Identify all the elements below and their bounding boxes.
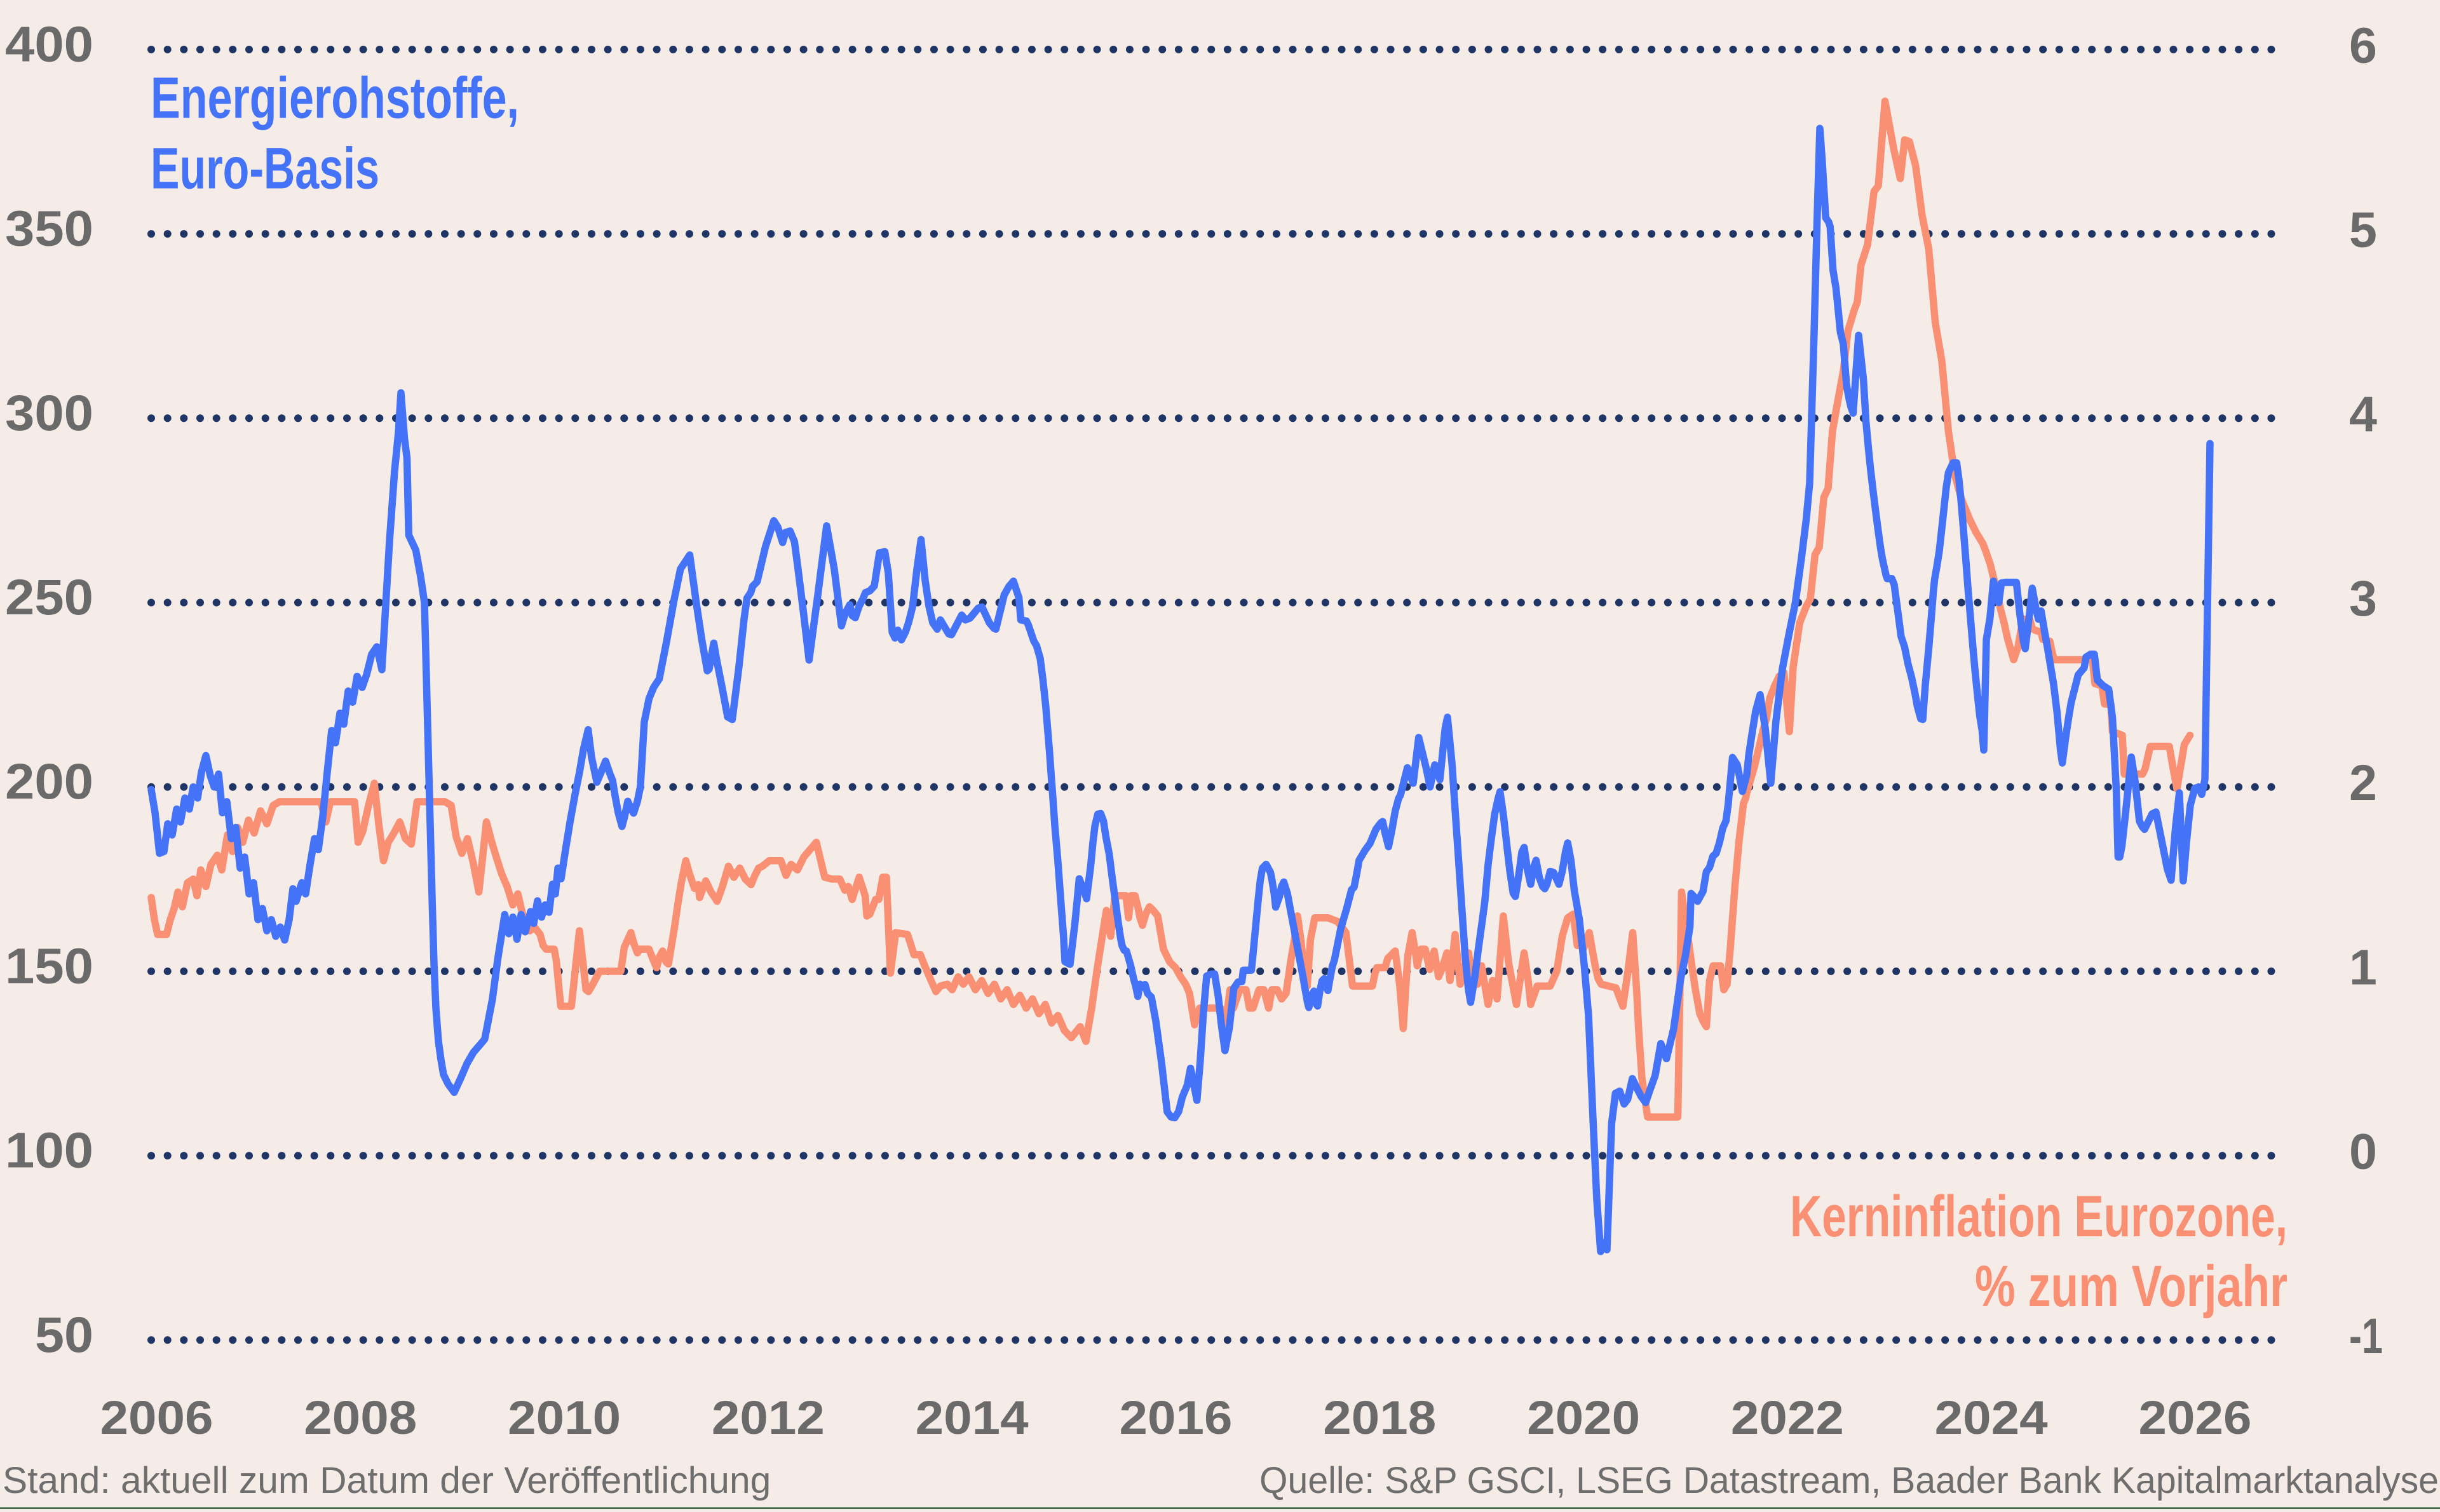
- svg-text:2026: 2026: [2139, 1391, 2252, 1444]
- svg-text:-1: -1: [2349, 1307, 2383, 1364]
- svg-text:50: 50: [35, 1306, 93, 1363]
- svg-text:250: 250: [5, 569, 93, 625]
- svg-text:150: 150: [5, 937, 93, 994]
- svg-text:2006: 2006: [100, 1391, 214, 1444]
- svg-text:2014: 2014: [916, 1391, 1029, 1444]
- svg-text:2022: 2022: [1731, 1391, 1844, 1444]
- svg-text:400: 400: [5, 15, 93, 72]
- svg-text:2024: 2024: [1935, 1391, 2048, 1444]
- svg-text:4: 4: [2349, 386, 2377, 442]
- svg-text:Quelle: S&P GSCI, LSEG Datastr: Quelle: S&P GSCI, LSEG Datastream, Baade…: [1259, 1460, 2439, 1501]
- svg-text:Energierohstoffe,: Energierohstoffe,: [151, 66, 519, 131]
- svg-text:Kerninflation Eurozone,: Kerninflation Eurozone,: [1790, 1184, 2288, 1249]
- svg-text:Euro-Basis: Euro-Basis: [151, 137, 379, 201]
- svg-text:2008: 2008: [304, 1391, 417, 1444]
- svg-text:0: 0: [2349, 1123, 2377, 1180]
- svg-text:1: 1: [2349, 938, 2377, 995]
- svg-text:300: 300: [5, 384, 93, 441]
- svg-text:5: 5: [2349, 201, 2377, 258]
- svg-text:2010: 2010: [508, 1391, 621, 1444]
- svg-text:Stand: aktuell zum Datum der V: Stand: aktuell zum Datum der Veröffentli…: [3, 1460, 771, 1501]
- svg-text:2012: 2012: [712, 1391, 825, 1444]
- svg-text:2020: 2020: [1527, 1391, 1640, 1444]
- svg-text:3: 3: [2349, 570, 2377, 626]
- svg-text:% zum Vorjahr: % zum Vorjahr: [1975, 1254, 2288, 1319]
- svg-text:2018: 2018: [1323, 1391, 1436, 1444]
- svg-text:6: 6: [2349, 17, 2377, 73]
- svg-text:350: 350: [5, 200, 93, 257]
- svg-text:200: 200: [5, 753, 93, 809]
- svg-text:2016: 2016: [1120, 1391, 1233, 1444]
- svg-text:100: 100: [5, 1122, 93, 1178]
- svg-text:2: 2: [2349, 754, 2377, 811]
